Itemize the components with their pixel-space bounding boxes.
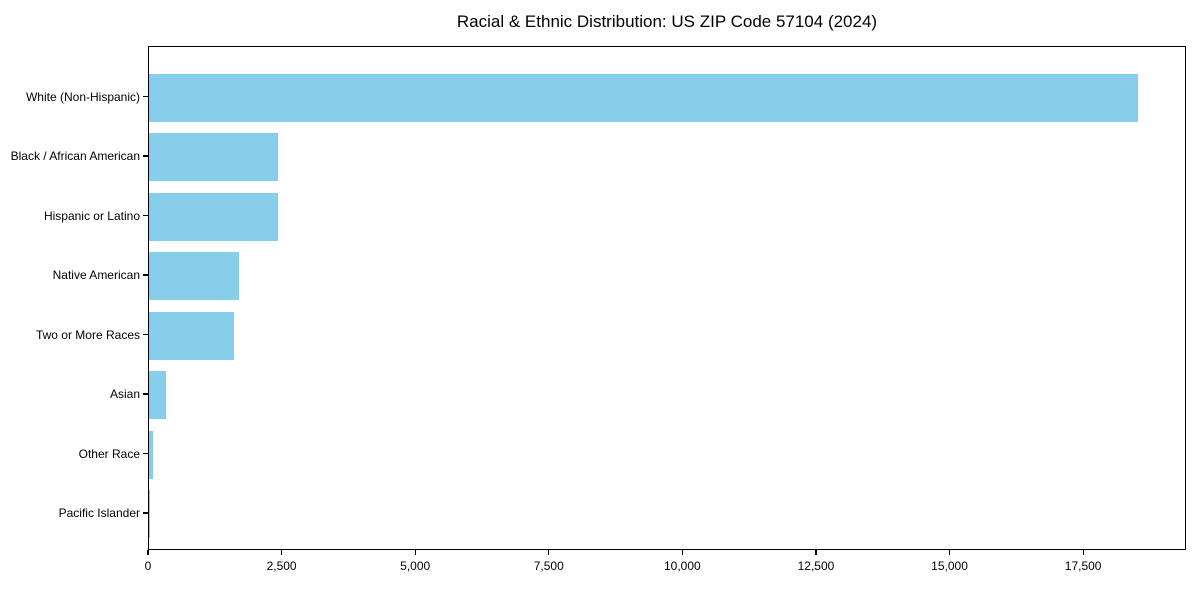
y-tick-mark — [143, 512, 148, 514]
plot-area — [148, 46, 1186, 550]
x-tick-mark — [414, 550, 416, 555]
bar-2 — [149, 192, 278, 241]
x-tick-label: 5,000 — [400, 559, 431, 573]
x-tick-mark — [147, 550, 149, 555]
y-tick-mark — [143, 274, 148, 276]
bar-5 — [149, 371, 166, 419]
y-tick-label: Black / African American — [10, 149, 140, 163]
x-tick-mark — [681, 550, 683, 555]
y-tick-mark — [143, 333, 148, 336]
x-tick-mark — [948, 550, 951, 555]
x-tick-label: 2,500 — [266, 559, 297, 573]
x-tick-label: 12,500 — [797, 559, 835, 573]
y-tick-label: Pacific Islander — [58, 506, 140, 520]
bar-4 — [149, 311, 234, 360]
bar-0 — [149, 73, 1138, 122]
y-tick-mark — [143, 95, 148, 98]
x-tick-label: 10,000 — [664, 559, 701, 573]
y-tick-label: White (Non-Hispanic) — [25, 89, 140, 104]
bar-7 — [149, 490, 150, 538]
bar-1 — [149, 133, 279, 181]
x-tick-mark — [280, 550, 283, 555]
bar-3 — [149, 252, 239, 300]
x-tick-mark — [548, 550, 550, 555]
y-tick-mark — [143, 155, 148, 157]
y-tick-mark — [143, 452, 148, 455]
x-tick-label: 0 — [144, 559, 152, 573]
y-tick-mark — [143, 393, 148, 395]
y-tick-label: Other Race — [78, 446, 140, 461]
x-tick-mark — [1082, 550, 1084, 555]
x-tick-label: 17,500 — [1064, 559, 1102, 573]
x-tick-label: 7,500 — [533, 559, 564, 573]
y-tick-label: Native American — [52, 268, 140, 282]
y-tick-label: Hispanic or Latino — [43, 208, 140, 223]
y-tick-mark — [143, 214, 148, 217]
chart-title: Racial & Ethnic Distribution: US ZIP Cod… — [456, 12, 878, 31]
y-tick-label: Asian — [109, 387, 140, 401]
bar-6 — [149, 430, 153, 479]
y-tick-label: Two or More Races — [35, 327, 140, 342]
x-tick-label: 15,000 — [931, 559, 968, 573]
x-tick-mark — [815, 550, 817, 555]
